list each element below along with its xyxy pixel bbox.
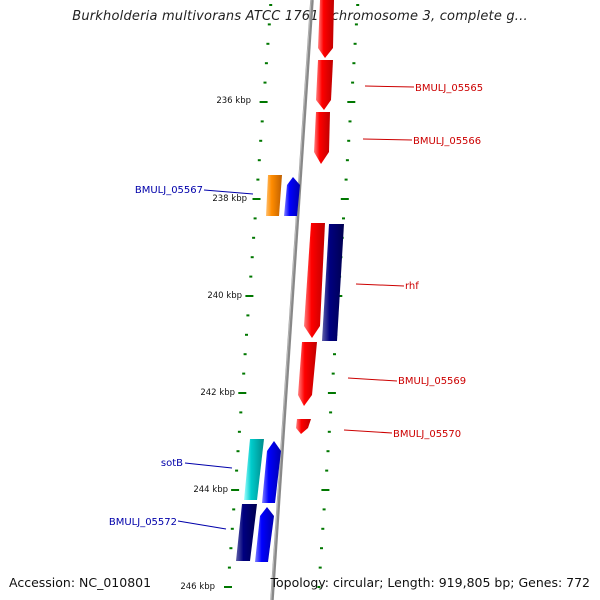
minor-tick: [329, 411, 333, 414]
kbp-labels: 236 kbp 238 kbp 240 kbp 242 kbp 244 kbp …: [180, 96, 251, 592]
gene-arrow: [322, 224, 344, 341]
major-tick: [252, 198, 261, 200]
label-lines: [177, 85, 415, 530]
minor-tick: [333, 353, 336, 356]
gene-label[interactable]: BMULJ_05567: [135, 185, 203, 196]
minor-tick: [253, 217, 257, 220]
kbp-label: 238 kbp: [212, 194, 247, 204]
minor-tick: [229, 547, 233, 550]
kbp-label: 236 kbp: [216, 96, 251, 106]
minor-tick: [236, 450, 240, 453]
forward-genes: [296, 0, 334, 434]
minor-tick: [331, 372, 335, 375]
topology-text: Topology: circular; Length: 919,805 bp; …: [270, 575, 591, 590]
minor-tick: [266, 42, 270, 45]
minor-tick: [263, 81, 267, 84]
minor-tick: [235, 469, 239, 472]
minor-tick: [257, 159, 261, 162]
minor-tick: [351, 81, 355, 84]
gene-label[interactable]: sotB: [161, 458, 183, 469]
kbp-label: 244 kbp: [193, 485, 228, 495]
minor-tick: [250, 256, 254, 259]
minor-tick: [227, 566, 231, 569]
minor-tick: [232, 508, 236, 511]
minor-tick: [347, 139, 351, 142]
gene-arrow: [318, 0, 334, 58]
minor-tick: [256, 178, 260, 181]
minor-tick: [352, 62, 356, 65]
minor-tick: [318, 566, 322, 569]
minor-tick: [317, 586, 321, 588]
major-tick: [347, 101, 356, 103]
minor-tick: [326, 450, 330, 453]
kbp-label: 240 kbp: [207, 291, 242, 301]
kbp-label: 242 kbp: [200, 388, 235, 398]
minor-tick: [245, 333, 248, 336]
minor-tick: [230, 527, 234, 530]
minor-tick: [321, 527, 325, 530]
minor-tick: [260, 120, 264, 123]
gene-label[interactable]: BMULJ_05570: [393, 429, 461, 440]
gene-arrow: [244, 439, 264, 500]
gene-arrow: [236, 504, 257, 561]
gene-arrow: [316, 60, 333, 110]
gene-arrow: [296, 419, 311, 434]
gene-arrow: [266, 175, 282, 216]
major-tick: [340, 198, 349, 200]
minor-tick: [325, 469, 329, 472]
gene-labels: BMULJ_05565 BMULJ_05566 rhf BMULJ_05569 …: [109, 83, 483, 528]
minor-tick: [252, 236, 256, 239]
major-tick: [259, 101, 268, 103]
major-tick: [327, 392, 336, 394]
minor-tick: [354, 23, 358, 26]
gene-arrow: [314, 112, 330, 164]
gene-arrow: [304, 223, 325, 338]
minor-tick: [246, 314, 250, 317]
map-title: Burkholderia multivorans ATCC 17616 chro…: [72, 9, 528, 24]
minor-tick: [249, 275, 253, 278]
minor-tick: [264, 62, 268, 65]
major-tick: [231, 489, 240, 491]
major-tick: [224, 586, 232, 588]
minor-tick: [267, 23, 271, 26]
reverse-genes: [236, 175, 344, 562]
minor-tick: [320, 547, 323, 550]
gene-arrow: [255, 507, 274, 562]
minor-tick: [348, 120, 352, 123]
minor-tick: [239, 411, 243, 414]
minor-tick: [353, 42, 357, 45]
major-tick: [321, 489, 330, 491]
gene-label[interactable]: BMULJ_05566: [413, 136, 481, 147]
backbone: [270, 0, 314, 600]
gene-label[interactable]: BMULJ_05569: [398, 376, 466, 387]
gene-label[interactable]: rhf: [405, 281, 419, 292]
gene-arrow: [284, 177, 300, 216]
minor-tick: [344, 178, 348, 181]
minor-tick: [356, 4, 360, 6]
major-tick: [238, 392, 247, 394]
minor-tick: [342, 217, 345, 220]
minor-tick: [243, 353, 247, 356]
major-tick: [245, 295, 254, 297]
minor-tick: [242, 372, 246, 375]
outer-ticks: [224, 4, 273, 588]
minor-tick: [259, 139, 263, 142]
minor-tick: [237, 430, 241, 433]
gene-label[interactable]: BMULJ_05572: [109, 517, 177, 528]
gene-arrow: [262, 441, 281, 503]
minor-tick: [322, 508, 326, 511]
minor-tick: [327, 430, 331, 433]
accession-text: Accession: NC_010801: [9, 575, 152, 590]
minor-tick: [345, 159, 349, 162]
minor-tick: [269, 4, 273, 6]
gene-arrow: [298, 342, 317, 406]
kbp-label: 246 kbp: [180, 582, 215, 592]
gene-label[interactable]: BMULJ_05565: [415, 83, 483, 94]
